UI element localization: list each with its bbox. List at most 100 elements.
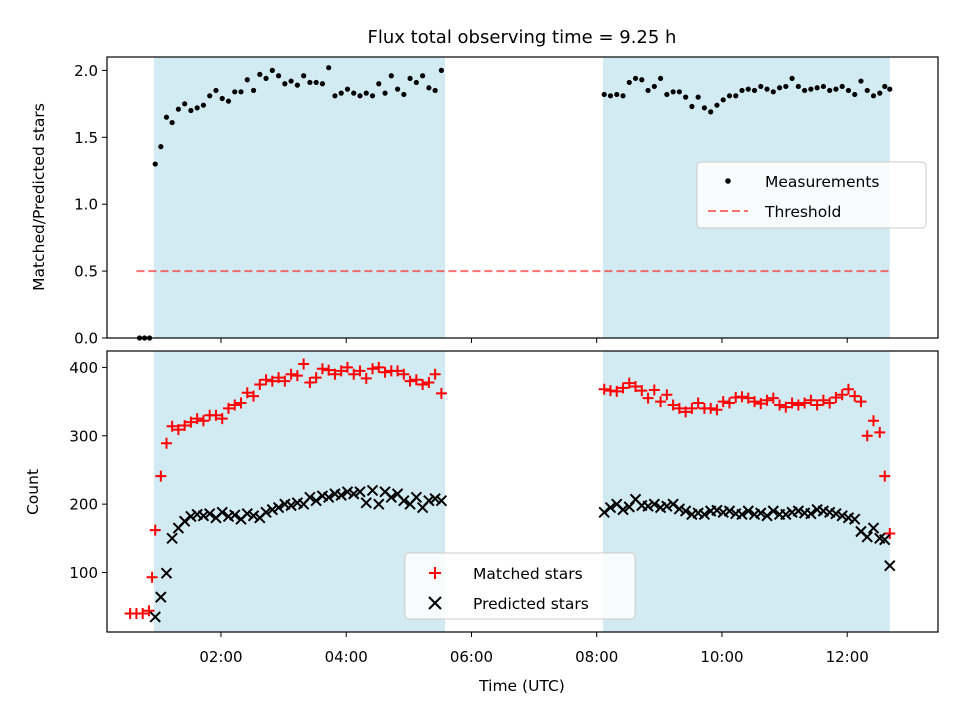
matched-point — [749, 396, 761, 408]
matched-point — [291, 370, 303, 382]
matched-point — [149, 524, 161, 536]
measurement-point — [294, 82, 300, 88]
measurement-point — [814, 85, 820, 91]
matched-point — [648, 384, 660, 396]
predicted-point — [429, 492, 441, 505]
measurement-point — [745, 86, 751, 92]
matched-point — [367, 363, 379, 375]
matched-point — [884, 528, 896, 540]
matched-point — [667, 399, 679, 411]
matched-point — [273, 372, 285, 384]
measurement-point — [689, 103, 695, 110]
measurement-point — [739, 87, 745, 94]
x-tick-label: 02:00 — [199, 648, 242, 666]
measurement-point — [263, 75, 269, 82]
predicted-point — [849, 513, 861, 525]
measurement-point — [620, 93, 626, 99]
predicted-point — [617, 503, 629, 516]
measurement-point — [858, 78, 864, 84]
matched-point — [705, 402, 717, 414]
measurement-point — [733, 93, 739, 99]
y-tick-label: 100 — [69, 564, 98, 582]
predicted-point — [266, 503, 279, 516]
measurement-point — [802, 87, 808, 94]
matched-point — [417, 379, 429, 391]
matched-point — [143, 605, 155, 617]
predicted-point — [197, 510, 210, 522]
measurement-point — [820, 83, 827, 90]
measurement-point — [420, 73, 426, 79]
matched-point — [761, 394, 773, 406]
matched-point — [335, 365, 347, 377]
measurement-point — [163, 114, 170, 120]
measurement-point — [269, 67, 275, 73]
predicted-point — [160, 567, 173, 579]
x-tick-label: 06:00 — [450, 648, 493, 666]
y-tick-label: 1.0 — [74, 196, 98, 214]
matched-point — [323, 364, 335, 376]
measurement-point — [401, 91, 407, 98]
measurement-point — [313, 79, 319, 86]
matched-point — [811, 399, 823, 411]
measurement-point — [852, 91, 858, 98]
measurement-point — [394, 86, 401, 92]
matched-point — [435, 387, 447, 399]
measurement-point — [670, 89, 676, 95]
matched-point — [874, 426, 886, 438]
matched-point — [279, 375, 291, 387]
bottom-legend: Matched stars Predicted stars — [404, 552, 636, 620]
measurement-point — [194, 105, 200, 111]
predicted-point — [755, 507, 767, 519]
predicted-point — [836, 510, 848, 522]
predicted-point — [260, 506, 272, 519]
predicted-point — [830, 508, 842, 520]
matched-point — [172, 424, 184, 436]
predicted-point — [178, 515, 191, 527]
observing-window-band-1 — [153, 57, 446, 338]
predicted-point — [348, 488, 360, 500]
predicted-point — [673, 503, 686, 515]
predicted-point — [679, 505, 692, 517]
predicted-point — [423, 495, 435, 507]
measurement-point — [438, 67, 445, 73]
observing-window-band-1 — [153, 351, 446, 632]
predicted-point — [335, 489, 347, 501]
measurement-point — [301, 73, 307, 79]
top-x-ticks — [220, 338, 848, 343]
measurement-point — [232, 89, 238, 95]
matched-point — [630, 381, 642, 393]
measurement-point — [783, 83, 789, 90]
top-axes-frame — [106, 56, 939, 339]
predicted-point — [310, 495, 322, 507]
matched-point — [191, 413, 203, 425]
predicted-point — [711, 504, 723, 517]
y-tick-label: 300 — [69, 427, 98, 445]
measurement-point — [776, 85, 783, 91]
matched-point — [298, 358, 310, 370]
measurement-point — [789, 75, 795, 82]
predicted-point — [867, 522, 880, 534]
matched-point — [185, 416, 197, 428]
measurement-point — [877, 90, 883, 96]
predicted-point — [661, 500, 673, 512]
bottom-legend-box — [404, 552, 636, 620]
matched-point — [736, 391, 748, 403]
matched-point — [360, 372, 372, 384]
predicted-point — [149, 611, 161, 623]
matched-point — [867, 415, 879, 427]
predicted-point — [761, 510, 773, 522]
top-y-ticks: 0.0 0.5 1.0 1.5 2.0 — [74, 62, 107, 348]
matched-point — [229, 399, 241, 411]
measurement-point — [257, 71, 263, 77]
measurement-point — [795, 83, 801, 90]
matched-point — [842, 383, 854, 395]
measurement-point — [326, 65, 332, 71]
matched-point — [166, 420, 178, 432]
matched-point — [836, 389, 848, 401]
legend-matched-marker — [429, 567, 441, 579]
predicted-point — [216, 506, 228, 519]
matched-point — [817, 394, 829, 406]
matched-point — [780, 401, 792, 413]
x-tick-label: 12:00 — [826, 648, 869, 666]
top-legend-box — [696, 161, 927, 229]
